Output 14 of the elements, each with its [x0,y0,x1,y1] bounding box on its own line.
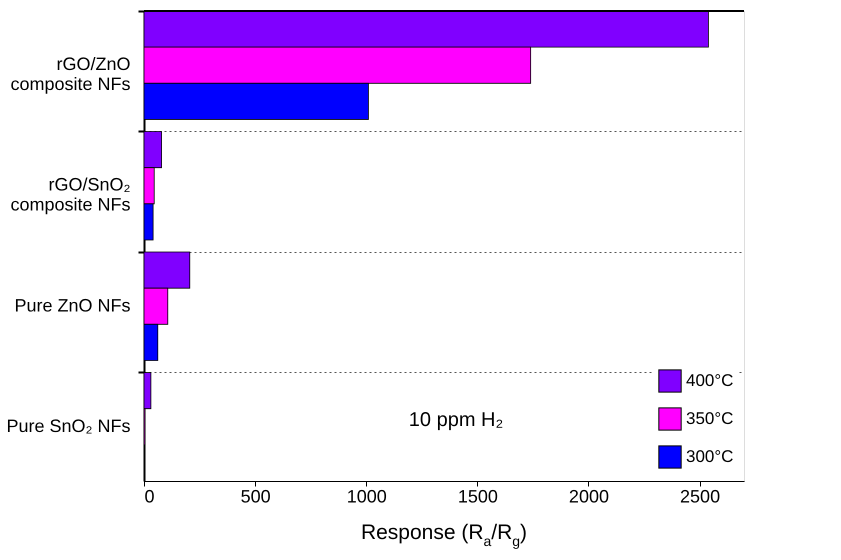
annotation: 10 ppm H₂ [408,408,504,431]
x-tick-label: 0 [144,486,155,506]
x-tick-label: 2000 [568,486,609,506]
x-tick-label: 500 [240,486,271,506]
legend-label: 350°C [686,409,734,428]
legend-label: 400°C [686,371,734,390]
legend-label: 300°C [686,447,734,466]
x-tick-label: 1500 [458,486,498,506]
x-tick-label: 2500 [680,486,720,506]
y-tick-label: rGO/SnO₂ composite NFs [10,174,130,215]
y-tick-label: Pure SnO₂ NFs [6,416,130,436]
y-tick-label: Pure ZnO NFs [14,295,130,316]
x-tick-label: 1000 [346,486,387,506]
y-tick-label: rGO/ZnO composite NFs [10,54,130,94]
